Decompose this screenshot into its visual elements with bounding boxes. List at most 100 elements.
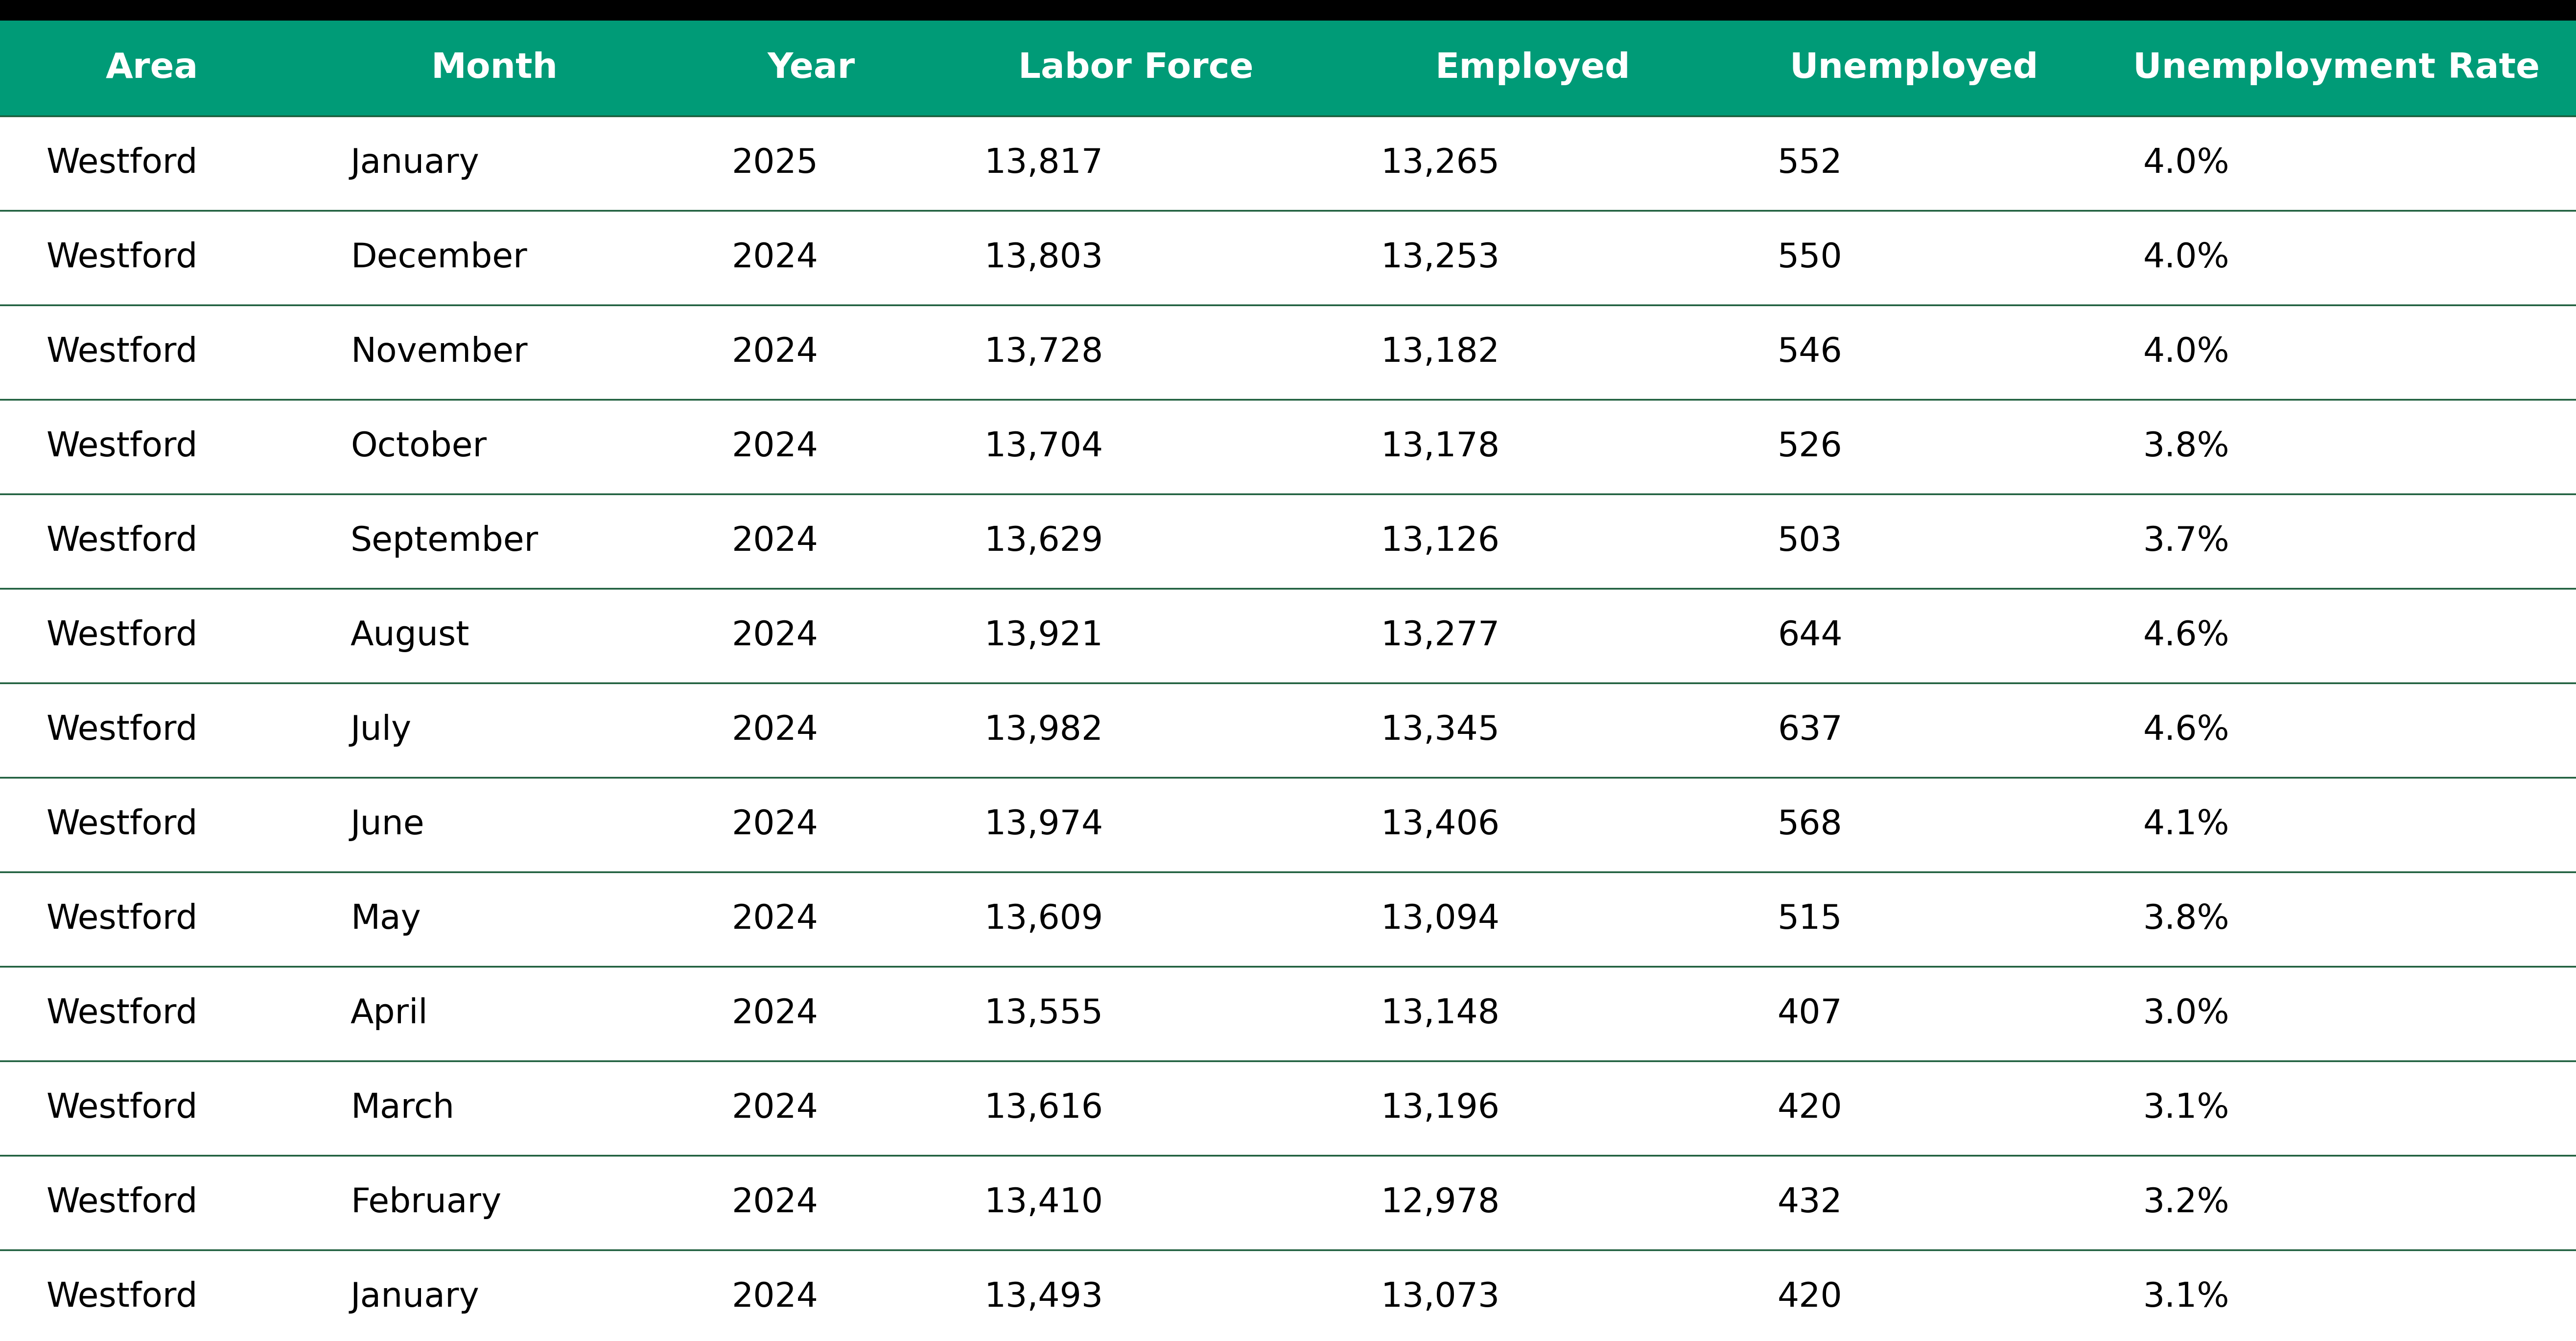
Text: Month: Month [430, 51, 559, 86]
Text: 13,817: 13,817 [984, 148, 1103, 180]
Text: Unemployed: Unemployed [1790, 51, 2038, 86]
Text: 3.8%: 3.8% [2143, 902, 2231, 936]
Text: 4.0%: 4.0% [2143, 335, 2231, 369]
Text: 13,982: 13,982 [984, 713, 1103, 747]
Bar [0, 683, 2576, 778]
Text: 420: 420 [1777, 1092, 1842, 1125]
Text: 13,410: 13,410 [984, 1187, 1103, 1219]
Text: Labor Force: Labor Force [1018, 51, 1255, 86]
Text: 4.0%: 4.0% [2143, 148, 2231, 180]
Text: Employed: Employed [1435, 51, 1631, 86]
Text: 13,073: 13,073 [1381, 1281, 1499, 1314]
Text: 2024: 2024 [732, 1187, 819, 1219]
Bar [0, 211, 2576, 304]
Text: 3.1%: 3.1% [2143, 1092, 2231, 1125]
Bar [0, 1250, 2576, 1341]
Bar [0, 0, 2576, 20]
Text: 13,555: 13,555 [984, 998, 1103, 1030]
Bar [0, 872, 2576, 967]
Text: 3.1%: 3.1% [2143, 1281, 2231, 1314]
Text: Year: Year [768, 51, 855, 86]
Text: Westford: Westford [46, 620, 198, 652]
Bar [0, 1061, 2576, 1156]
Text: 13,178: 13,178 [1381, 430, 1499, 463]
Text: Westford: Westford [46, 335, 198, 369]
Text: 13,629: 13,629 [984, 524, 1103, 558]
Text: Area: Area [106, 51, 198, 86]
Text: 2024: 2024 [732, 430, 819, 463]
Text: December: December [350, 241, 528, 274]
Text: January: January [350, 148, 479, 180]
Text: Westford: Westford [46, 524, 198, 558]
Text: Westford: Westford [46, 998, 198, 1030]
Text: 2024: 2024 [732, 524, 819, 558]
Text: Westford: Westford [46, 1092, 198, 1125]
Text: 3.8%: 3.8% [2143, 430, 2231, 463]
Text: May: May [350, 902, 420, 936]
Text: 2024: 2024 [732, 1092, 819, 1125]
Text: June: June [350, 809, 425, 841]
Bar [0, 589, 2576, 683]
Text: 13,704: 13,704 [984, 430, 1103, 463]
Text: 503: 503 [1777, 524, 1842, 558]
Text: 637: 637 [1777, 713, 1842, 747]
Text: 2024: 2024 [732, 998, 819, 1030]
Text: 515: 515 [1777, 902, 1842, 936]
Text: 13,253: 13,253 [1381, 241, 1499, 274]
Text: Westford: Westford [46, 148, 198, 180]
Text: Westford: Westford [46, 1187, 198, 1219]
Text: 526: 526 [1777, 430, 1842, 463]
Text: 2024: 2024 [732, 809, 819, 841]
Text: 12,978: 12,978 [1381, 1187, 1499, 1219]
Text: 546: 546 [1777, 335, 1842, 369]
Text: 2024: 2024 [732, 241, 819, 274]
Text: 13,277: 13,277 [1381, 620, 1499, 652]
Text: 13,126: 13,126 [1381, 524, 1499, 558]
Text: 2024: 2024 [732, 1281, 819, 1314]
Text: 13,803: 13,803 [984, 241, 1103, 274]
Text: 4.6%: 4.6% [2143, 620, 2231, 652]
Text: 4.0%: 4.0% [2143, 241, 2231, 274]
Text: 13,616: 13,616 [984, 1092, 1103, 1125]
Text: 13,196: 13,196 [1381, 1092, 1499, 1125]
Bar [0, 778, 2576, 872]
Text: 4.1%: 4.1% [2143, 809, 2231, 841]
Text: 2024: 2024 [732, 713, 819, 747]
Text: 13,182: 13,182 [1381, 335, 1499, 369]
Text: Westford: Westford [46, 809, 198, 841]
Text: 568: 568 [1777, 809, 1842, 841]
Bar [0, 304, 2576, 400]
Text: 4.6%: 4.6% [2143, 713, 2231, 747]
Text: 2024: 2024 [732, 902, 819, 936]
Text: 13,094: 13,094 [1381, 902, 1499, 936]
Text: September: September [350, 524, 538, 558]
Text: Unemployment Rate: Unemployment Rate [2133, 51, 2540, 86]
Text: 552: 552 [1777, 148, 1842, 180]
Text: 13,493: 13,493 [984, 1281, 1103, 1314]
Text: Westford: Westford [46, 430, 198, 463]
Text: April: April [350, 998, 428, 1030]
Text: March: March [350, 1092, 453, 1125]
Bar [0, 400, 2576, 493]
Text: 407: 407 [1777, 998, 1842, 1030]
Text: January: January [350, 1281, 479, 1314]
Text: 2024: 2024 [732, 620, 819, 652]
Text: 13,345: 13,345 [1381, 713, 1499, 747]
Text: July: July [350, 713, 412, 747]
Text: 420: 420 [1777, 1281, 1842, 1314]
Text: Westford: Westford [46, 241, 198, 274]
Text: 13,728: 13,728 [984, 335, 1103, 369]
Bar [0, 1156, 2576, 1250]
Text: 13,921: 13,921 [984, 620, 1103, 652]
Text: August: August [350, 620, 469, 652]
Text: 432: 432 [1777, 1187, 1842, 1219]
Text: November: November [350, 335, 528, 369]
Text: 13,974: 13,974 [984, 809, 1103, 841]
Text: 13,406: 13,406 [1381, 809, 1499, 841]
Text: 2025: 2025 [732, 148, 819, 180]
Text: Westford: Westford [46, 1281, 198, 1314]
Text: October: October [350, 430, 487, 463]
Text: Westford: Westford [46, 902, 198, 936]
Text: 550: 550 [1777, 241, 1842, 274]
Text: 3.7%: 3.7% [2143, 524, 2231, 558]
